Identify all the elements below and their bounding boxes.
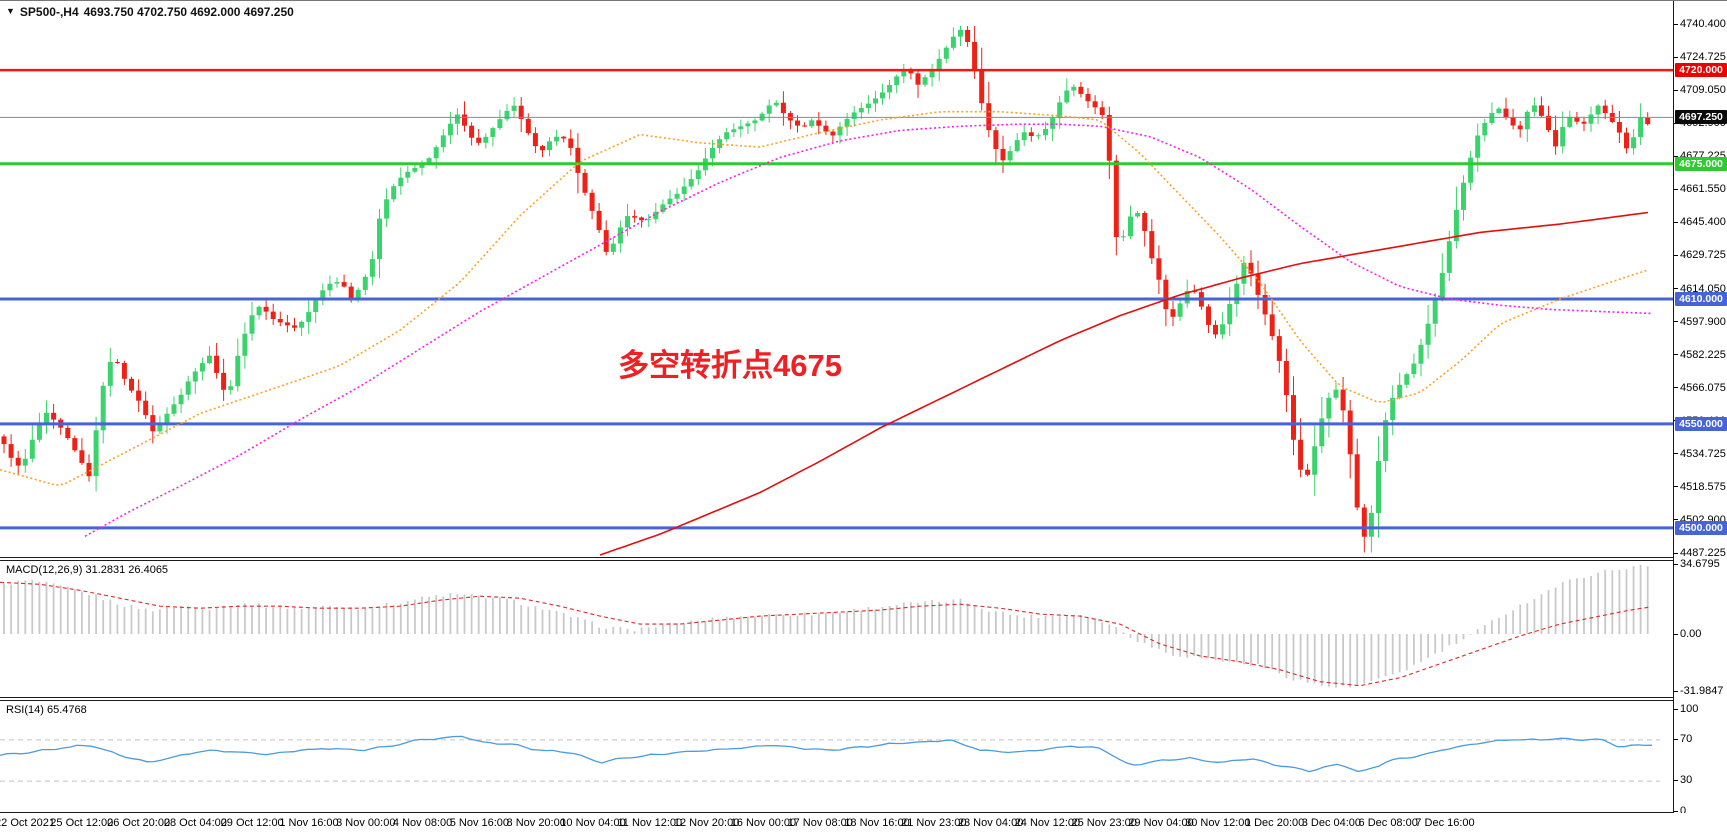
price-tick: 4566.075 <box>1674 382 1726 394</box>
main-chart-panel[interactable] <box>0 1 1673 557</box>
date-tick-label: 24 Nov 12:00 <box>1014 817 1081 829</box>
date-tick-label: 25 Nov 23:00 <box>1071 817 1137 829</box>
date-tick-label: 16 Nov 00:00 <box>730 817 797 829</box>
price-tick: 4724.725 <box>1674 51 1726 63</box>
oscillator-tick: 100 <box>1674 703 1698 715</box>
date-tick-label: 23 Nov 04:00 <box>957 817 1024 829</box>
oscillator-tick: 70 <box>1674 733 1692 745</box>
oscillator-tick: 0.00 <box>1674 628 1701 640</box>
date-tick-label: 3 Dec 04:00 <box>1301 817 1362 829</box>
date-tick-label: 4 Nov 08:00 <box>392 817 453 829</box>
price-level-badge: 4697.250 <box>1675 110 1727 125</box>
price-tick: 4597.900 <box>1674 316 1726 328</box>
price-level-badge: 4550.000 <box>1675 416 1727 431</box>
price-level-badge: 4720.000 <box>1675 63 1727 78</box>
rsi-chart[interactable] <box>0 701 1673 812</box>
symbol-name: SP500-,H4 <box>19 5 79 19</box>
date-tick-label: 8 Nov 20:00 <box>506 817 566 829</box>
rsi-panel[interactable] <box>0 701 1673 813</box>
rsi-indicator-label: RSI(14) 65.4768 <box>6 704 87 716</box>
date-tick-label: 6 Dec 08:00 <box>1358 817 1418 829</box>
date-tick-label: 26 Oct 20:00 <box>107 817 171 829</box>
price-tick: 4614.050 <box>1674 283 1726 295</box>
price-level-badge: 4610.000 <box>1675 292 1727 306</box>
macd-panel[interactable] <box>0 561 1673 697</box>
date-axis[interactable]: 22 Oct 2021 25 Oct 12:00 26 Oct 20:00 28 Oc… <box>0 813 1727 838</box>
date-tick-label: 11 Nov 12:00 <box>617 817 683 829</box>
date-tick-label: 12 Nov 20:00 <box>673 817 740 829</box>
macd-indicator-label: MACD(12,26,9) 31.2831 26.4065 <box>6 564 169 576</box>
price-tick: 4518.575 <box>1674 481 1726 493</box>
price-tick: 4582.225 <box>1674 349 1726 361</box>
date-tick-label: 30 Nov 12:00 <box>1185 817 1251 829</box>
macd-chart[interactable] <box>0 561 1673 697</box>
date-tick-label: 1 Dec 20:00 <box>1244 817 1305 829</box>
date-tick-label: 1 Nov 16:00 <box>279 817 339 829</box>
date-tick-label: 21 Nov 23:00 <box>901 817 967 829</box>
chart-annotation-text: 多空转折点4675 <box>618 348 842 383</box>
date-tick-label: 29 Nov 04:00 <box>1128 817 1194 829</box>
oscillator-tick: -31.9847 <box>1674 685 1723 697</box>
symbol-dropdown-icon[interactable]: ▼ <box>6 6 15 16</box>
date-tick-label: 29 Oct 12:00 <box>220 817 284 829</box>
price-level-badge: 4500.000 <box>1675 520 1727 535</box>
price-tick: 4740.400 <box>1674 18 1726 30</box>
panel-divider[interactable] <box>0 697 1727 701</box>
symbol-ohlc: 4693.750 4702.750 4692.000 4697.250 <box>83 5 294 19</box>
date-tick-label: 10 Nov 04:00 <box>560 817 626 829</box>
price-level-badge: 4675.000 <box>1675 156 1727 171</box>
date-tick-label: 5 Nov 16:00 <box>449 817 510 829</box>
price-tick: 4661.550 <box>1674 183 1726 195</box>
candlestick-chart[interactable] <box>0 1 1673 557</box>
price-tick: 4709.050 <box>1674 84 1726 96</box>
oscillator-tick: 30 <box>1674 774 1692 786</box>
panel-divider[interactable] <box>0 557 1727 561</box>
oscillator-tick: 0 <box>1674 805 1686 817</box>
date-tick-label: 3 Nov 00:00 <box>336 817 396 829</box>
price-tick: 4487.225 <box>1674 547 1726 559</box>
date-tick-label: 17 Nov 08:00 <box>787 817 853 829</box>
price-tick: 4645.400 <box>1674 216 1726 228</box>
date-tick-label: 18 Nov 16:00 <box>844 817 910 829</box>
price-axis[interactable]: 4740.4004724.7254709.0504692.9004677.225… <box>1673 1 1727 817</box>
date-tick-label: 22 Oct 2021 <box>0 817 55 829</box>
symbol-header: ▼ SP500-,H4 4693.750 4702.750 4692.000 4… <box>6 5 294 19</box>
oscillator-tick: 34.6795 <box>1674 558 1720 570</box>
price-tick: 4629.725 <box>1674 249 1726 261</box>
price-tick: 4534.725 <box>1674 448 1726 460</box>
date-tick-label: 25 Oct 12:00 <box>50 817 114 829</box>
date-tick-label: 28 Oct 04:00 <box>163 817 227 829</box>
date-tick-label: 7 Dec 16:00 <box>1415 817 1475 829</box>
